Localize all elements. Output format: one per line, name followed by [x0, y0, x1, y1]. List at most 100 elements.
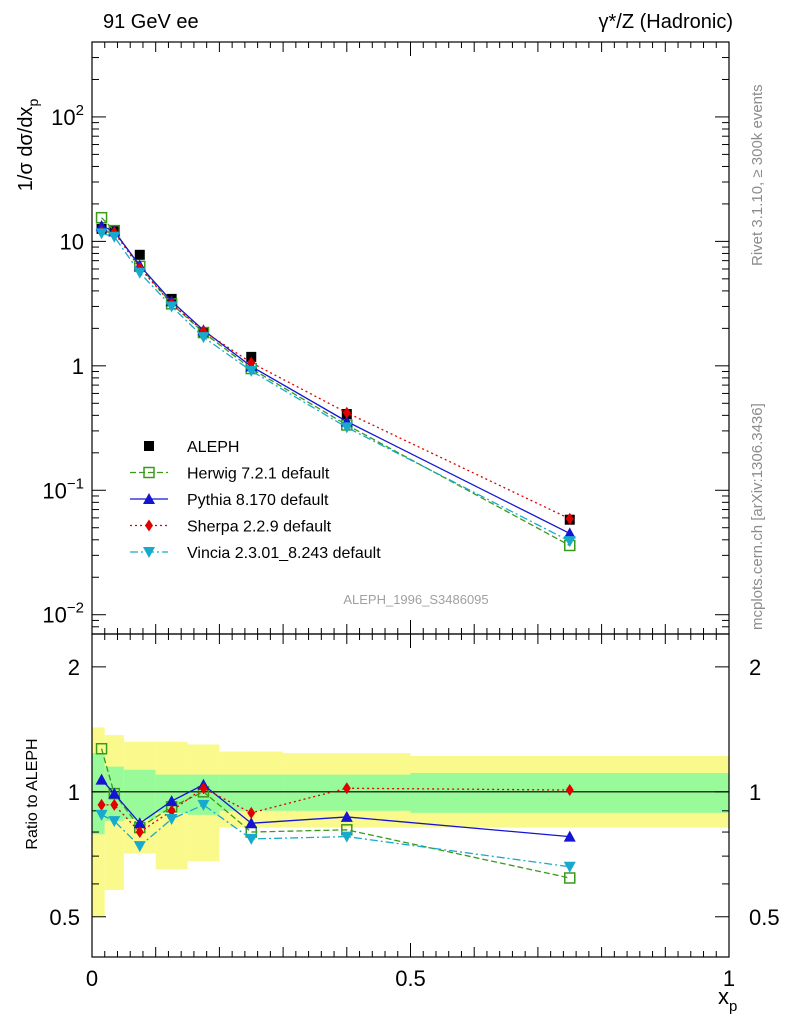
- main-ylabel-subscript: p: [25, 99, 41, 107]
- data-point: [247, 356, 256, 369]
- data-point: [133, 267, 146, 279]
- legend: ALEPH Herwig 7.2.1 default Pythia 8.170 de…: [130, 439, 381, 562]
- ratio-data-point: [340, 810, 353, 822]
- legend-label: Sherpa 2.2.9 default: [187, 519, 332, 536]
- ratio-data-point: [165, 795, 178, 807]
- svg-text:1/σ dσ/dxp: 1/σ dσ/dxp: [15, 99, 41, 192]
- main-y-tick-label: 10−2: [42, 600, 84, 628]
- x-tick-label: 1: [723, 966, 735, 991]
- ratio-data-point: [165, 814, 178, 826]
- main-y-tick-label: 10−1: [42, 475, 84, 503]
- ratio-data-point: [197, 799, 210, 811]
- series-line: [101, 232, 571, 542]
- ratio-y-tick-label-right: 0.5: [749, 905, 780, 930]
- x-axis-label-subscript: p: [729, 998, 737, 1015]
- legend-item: Pythia 8.170 default: [130, 492, 329, 509]
- ratio-data-point: [340, 831, 353, 843]
- uncertainty-band-inner: [92, 753, 105, 835]
- ratio-frame: [91, 633, 730, 958]
- legend-item: ALEPH: [144, 439, 239, 456]
- rivet-version-label: Rivet 3.1.10, ≥ 300k events: [749, 84, 766, 266]
- series-line: [101, 225, 571, 535]
- main-ylabel-text: 1/σ dσ/dx: [15, 107, 37, 192]
- ratio-data-point: [247, 806, 256, 819]
- main-y-tick-label: 10: [60, 229, 84, 254]
- series-line: [101, 230, 571, 520]
- uncertainty-band-inner: [123, 769, 156, 820]
- ratio-data-point: [95, 809, 108, 821]
- legend-label: Pythia 8.170 default: [187, 492, 329, 509]
- ratio-data-point: [95, 773, 108, 785]
- legend-marker: [143, 493, 155, 504]
- ratio-data-point: [245, 833, 258, 845]
- data-point: [95, 219, 108, 231]
- analysis-watermark: ALEPH_1996_S3486095: [343, 592, 488, 607]
- ratio-data-point: [167, 804, 176, 817]
- data-point: [565, 512, 574, 525]
- data-point: [95, 228, 108, 240]
- legend-label: ALEPH: [187, 439, 239, 456]
- ratio-data-point: [342, 782, 351, 795]
- legend-marker: [143, 547, 155, 558]
- data-point: [563, 527, 576, 539]
- x-tick-label: 0: [86, 966, 98, 991]
- ratio-plot: 0.5 0.5 1 1 2 2 0 0.5 1: [49, 633, 780, 991]
- legend-marker: [143, 466, 155, 479]
- ratio-data-point: [245, 817, 258, 829]
- data-point: [108, 231, 121, 243]
- x-tick-label: 0.5: [395, 966, 426, 991]
- ratio-data-point: [133, 817, 146, 829]
- main-plot: 10−2 10−1 1 10 102: [42, 41, 730, 635]
- ratio-data-point: [108, 816, 121, 828]
- ratio-series-sherpa: [97, 782, 574, 839]
- data-point: [165, 301, 178, 313]
- legend-item: Herwig 7.2.1 default: [130, 466, 330, 483]
- legend-item: Vincia 2.3.01_8.243 default: [130, 545, 381, 562]
- ratio-data-point: [565, 784, 574, 797]
- data-point: [134, 249, 145, 260]
- ratio-series-vincia: [95, 799, 576, 873]
- ratio-data-point: [563, 830, 576, 842]
- header-left-label: 91 GeV ee: [103, 11, 199, 33]
- mcplots-url-label: mcplots.cern.ch [arXiv:1306.3436]: [749, 403, 766, 630]
- ratio-data-point: [135, 826, 144, 839]
- data-point: [340, 422, 353, 434]
- data-point: [342, 406, 351, 419]
- ratio-series-line: [100, 748, 570, 879]
- x-axis-label-main: x: [718, 984, 729, 1009]
- ratio-y-tick-label: 2: [68, 655, 80, 680]
- header-right-label: γ*/Z (Hadronic): [599, 11, 733, 33]
- ratio-ylabel: Ratio to ALEPH: [24, 738, 41, 849]
- ratio-data-point: [564, 872, 576, 884]
- ratio-series-line: [101, 804, 570, 868]
- uncertainty-band-inner: [219, 774, 284, 811]
- series-aleph: [96, 223, 575, 525]
- series-vincia: [95, 228, 576, 548]
- legend-label: Herwig 7.2.1 default: [187, 466, 330, 483]
- legend-item: Sherpa 2.2.9 default: [130, 519, 332, 536]
- ratio-series-pythia: [95, 773, 576, 842]
- ratio-y-tick-label-right: 2: [749, 655, 761, 680]
- ratio-y-tick-label-right: 1: [749, 780, 761, 805]
- data-point: [197, 332, 210, 344]
- x-axis-label: xp: [718, 984, 737, 1015]
- ratio-data-point: [108, 787, 121, 799]
- ratio-data-point: [97, 798, 106, 811]
- data-point: [245, 365, 258, 377]
- ratio-y-tick-label: 0.5: [49, 905, 80, 930]
- legend-marker: [145, 519, 153, 532]
- main-ylabel: 1/σ dσ/dxp: [15, 99, 41, 192]
- series-pythia: [95, 219, 576, 539]
- ratio-data-point: [133, 841, 146, 853]
- legend-marker: [144, 441, 154, 451]
- ratio-data-point: [199, 782, 208, 795]
- ratio-y-tick-label: 1: [68, 780, 80, 805]
- ratio-data-point: [95, 742, 108, 755]
- data-point: [563, 536, 576, 548]
- series-sherpa: [97, 225, 574, 525]
- legend-label: Vincia 2.3.01_8.243 default: [187, 545, 381, 562]
- main-y-tick-label: 102: [51, 102, 84, 130]
- main-y-tick-label: 1: [72, 354, 84, 379]
- ratio-data-point: [563, 861, 576, 873]
